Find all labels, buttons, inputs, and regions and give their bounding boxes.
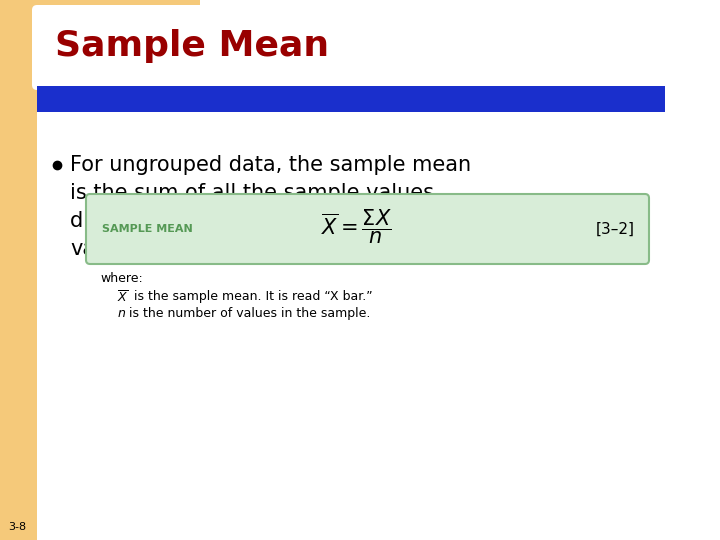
Text: is the number of values in the sample.: is the number of values in the sample. bbox=[125, 307, 370, 320]
Text: 3-8: 3-8 bbox=[8, 522, 26, 532]
Text: $\overline{X} = \dfrac{\Sigma X}{n}$: $\overline{X} = \dfrac{\Sigma X}{n}$ bbox=[321, 208, 392, 246]
Text: $n$: $n$ bbox=[117, 307, 126, 320]
Text: SAMPLE MEAN: SAMPLE MEAN bbox=[102, 224, 193, 234]
Bar bbox=[37, 86, 665, 112]
Text: is the sum of all the sample values: is the sum of all the sample values bbox=[70, 183, 434, 203]
FancyBboxPatch shape bbox=[86, 194, 649, 264]
Text: values:: values: bbox=[70, 239, 145, 259]
FancyBboxPatch shape bbox=[32, 5, 702, 90]
Text: For ungrouped data, the sample mean: For ungrouped data, the sample mean bbox=[70, 155, 471, 175]
Bar bbox=[0, 0, 200, 110]
Text: divided by the number of sample: divided by the number of sample bbox=[70, 211, 417, 231]
Text: $\overline{X}$: $\overline{X}$ bbox=[117, 290, 128, 306]
Text: [3–2]: [3–2] bbox=[596, 221, 635, 237]
Text: Sample Mean: Sample Mean bbox=[55, 29, 329, 63]
Bar bbox=[0, 0, 37, 540]
Text: is the sample mean. It is read “X bar.”: is the sample mean. It is read “X bar.” bbox=[130, 290, 373, 303]
Text: where:: where: bbox=[100, 272, 143, 285]
